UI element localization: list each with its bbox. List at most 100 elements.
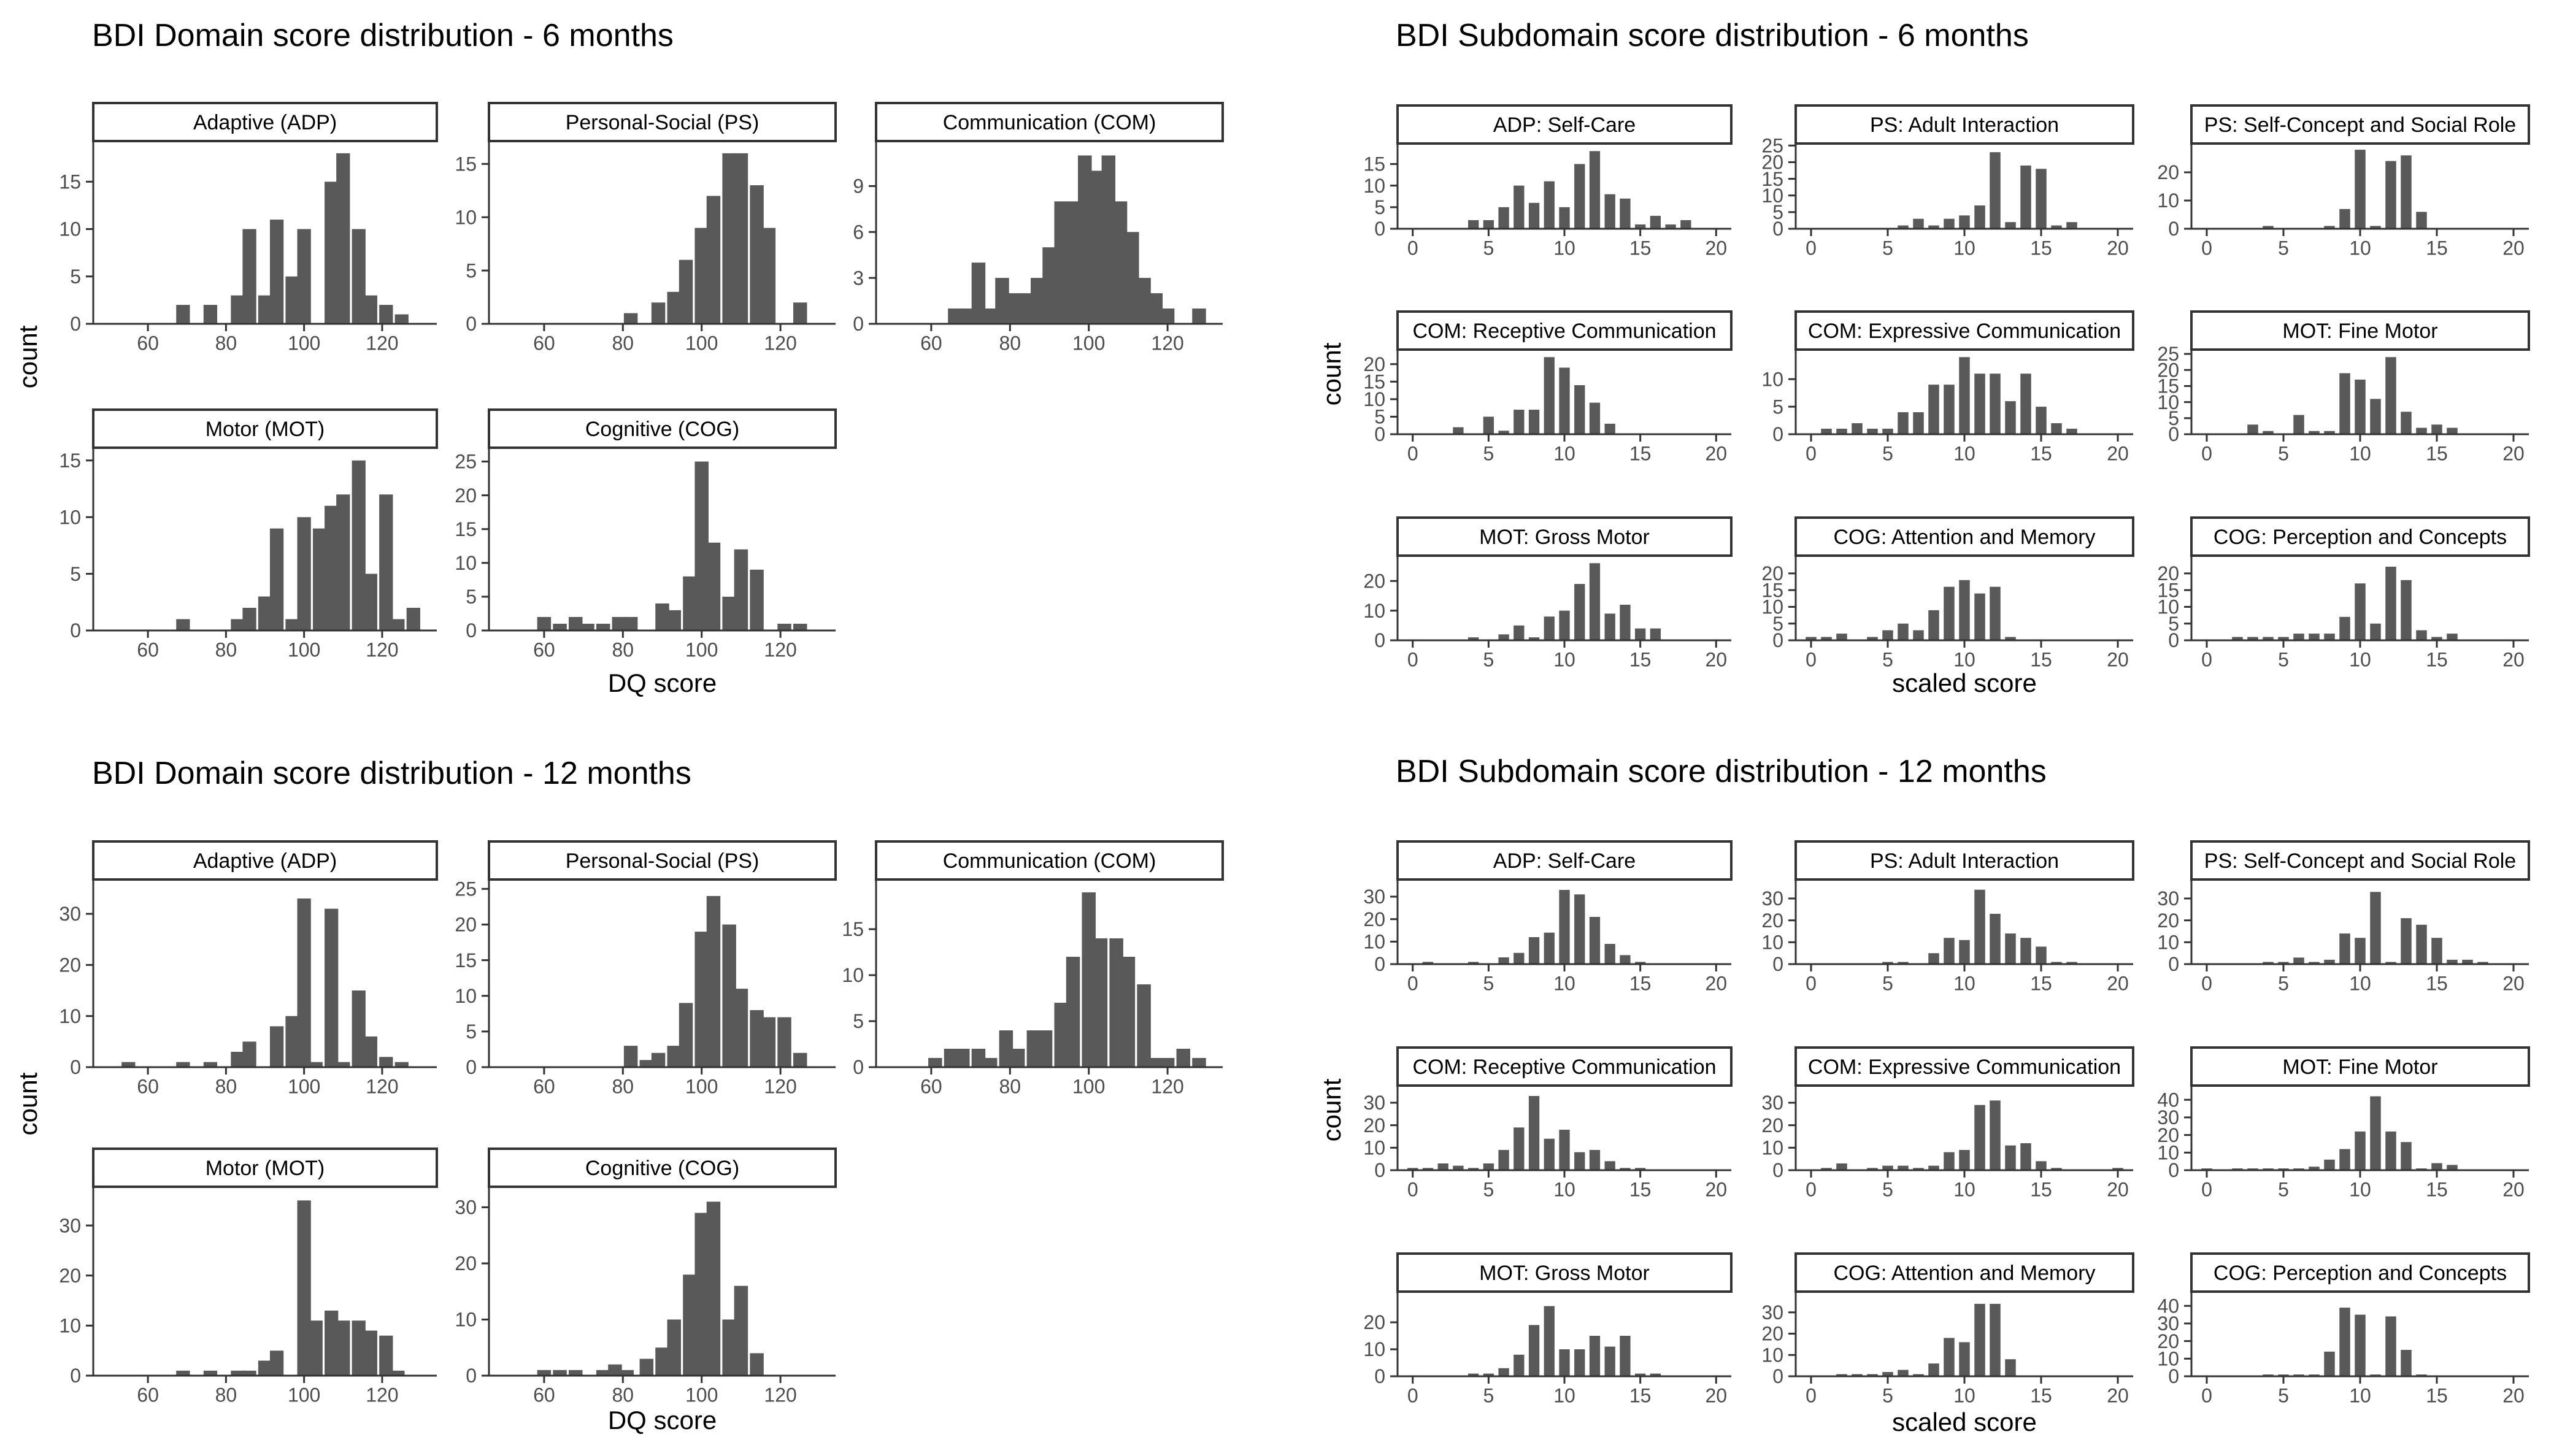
x-tick-label: 60 [137,1384,159,1406]
y-tick-label: 0 [1772,218,1783,240]
histogram-bar [1528,937,1540,964]
facet-strip-label: PS: Adult Interaction [1870,113,2059,137]
y-tick-label: 0 [2168,423,2179,445]
y-tick-label: 0 [70,1056,81,1078]
histogram-bar [1928,225,1939,229]
x-tick-label: 15 [1629,972,1652,994]
histogram-bar [1836,1163,1847,1170]
x-tick-label: 60 [137,332,159,354]
histogram-bar [1544,1138,1555,1170]
y-tick-label: 0 [1374,629,1385,651]
x-tick-label: 15 [2030,972,2052,994]
histogram-bar [1836,1374,1847,1376]
y-tick-label: 15 [455,518,477,540]
histogram-bar [1665,224,1676,229]
histogram-bar [694,1213,709,1376]
facet-strip-label: COM: Expressive Communication [1808,1056,2121,1079]
histogram-bar [1634,1168,1646,1170]
histogram-bar [1806,637,1817,640]
facet-strip [92,102,438,142]
histogram-bar [2416,924,2427,964]
facet-strip [1396,1046,1733,1087]
histogram-bar [1990,586,2001,640]
x-tick-label: 20 [2107,1384,2129,1406]
histogram-bar [1913,218,1924,229]
y-tick-label: 5 [853,1010,864,1032]
histogram-bar [1514,625,1525,640]
histogram-bar [203,1370,218,1376]
histogram-bar [1498,207,1509,229]
histogram-bar [1467,962,1479,964]
facet-strip-label: PS: Adult Interaction [1870,849,2059,873]
histogram-bar [1589,917,1601,964]
histogram-bar [706,542,721,630]
histogram-bar [394,314,409,324]
y-tick-label: 20 [2157,359,2179,381]
histogram-bar [1959,215,1970,229]
histogram-bar [1514,185,1525,229]
histogram-bar [1483,416,1494,434]
histogram-bar [1990,152,2001,229]
x-tick-label: 120 [1151,332,1183,354]
facet-strip-label: ADP: Self-Care [1493,113,1636,137]
facet-strip [1396,1252,1733,1293]
y-tick-label: 10 [1761,368,1783,390]
histogram-bar [258,1360,272,1376]
histogram-bar [1125,232,1139,324]
histogram-bar [2051,423,2062,434]
histogram-bar [1990,374,2001,434]
histogram-bar [297,899,311,1067]
y-axis-label: count [13,325,42,388]
histogram-bar [2339,1149,2350,1170]
histogram-bar [176,619,190,630]
histogram-bar [2431,424,2442,434]
histogram-bar [1544,616,1555,640]
histogram-bar [1026,1030,1041,1067]
y-tick-label: 5 [70,266,81,288]
y-tick-label: 0 [1374,1365,1385,1387]
histogram-bar [928,1058,942,1067]
y-tick-label: 15 [59,171,81,193]
x-tick-label: 15 [2030,1178,2052,1200]
x-tick-label: 15 [2426,442,2448,464]
y-tick-label: 0 [853,1056,864,1078]
facet-panel: PS: Self-Concept and Social Role01020300… [2157,840,2530,994]
y-tick-label: 5 [466,259,477,282]
x-tick-label: 60 [137,638,159,661]
histogram-bar [1974,205,1985,229]
x-tick-label: 10 [2349,648,2371,670]
facet-strip-label: COG: Attention and Memory [1833,526,2095,549]
facet-panel: Motor (MOT) 0 10 20 30 60 80 100 120 [59,1148,438,1406]
histogram-bar [269,1351,284,1376]
histogram-bar [683,576,697,630]
histogram-bar [651,302,666,324]
facet-strip [1794,1046,2134,1087]
histogram-bar [363,1036,377,1067]
facet-strip [1794,104,2134,145]
x-tick-label: 15 [2426,1384,2448,1406]
y-tick-label: 30 [2157,1106,2179,1128]
facet-strip-label: Personal-Social (PS) [566,849,760,873]
histogram-bar [1604,613,1615,640]
x-tick-label: 100 [1072,1075,1105,1097]
histogram-bar [2401,1142,2412,1170]
y-tick-label: 15 [455,153,477,175]
x-tick-label: 20 [2502,237,2525,259]
histogram-bar [750,185,764,324]
histogram-bar [1453,1165,1464,1170]
y-tick-label: 0 [2168,953,2179,975]
histogram-bar [1898,225,1909,229]
histogram-bar [679,1003,693,1067]
histogram-bar [1137,984,1151,1067]
histogram-bar [1498,1150,1509,1170]
x-tick-label: 15 [1629,1178,1652,1200]
histogram-bar [983,308,998,324]
y-tick-label: 10 [1761,185,1783,207]
histogram-bar [1944,218,1955,229]
histogram-bar [269,528,284,630]
